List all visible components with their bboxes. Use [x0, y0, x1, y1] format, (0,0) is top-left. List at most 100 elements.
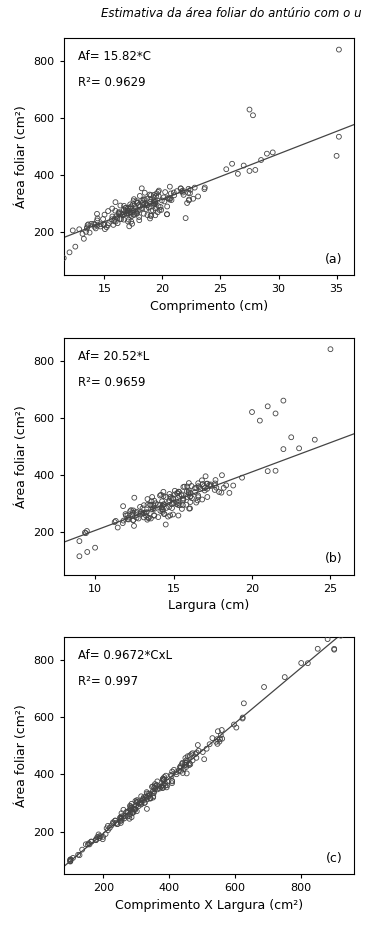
Point [94, 207, 100, 222]
Point [207, 478, 213, 493]
Point [130, 509, 136, 524]
Point [121, 202, 127, 217]
Point [119, 207, 125, 222]
Point [130, 197, 136, 211]
Point [223, 162, 229, 177]
Point [280, 441, 286, 456]
Point [126, 512, 132, 527]
Point [130, 503, 136, 518]
Point [137, 188, 143, 203]
Point [148, 791, 154, 806]
Point [109, 201, 115, 216]
Point [167, 493, 173, 508]
Point [118, 814, 124, 829]
Point [146, 786, 152, 801]
Point [148, 209, 154, 223]
Point [152, 208, 158, 222]
Point [93, 832, 99, 846]
Point [157, 497, 163, 512]
Point [175, 498, 181, 513]
Point [108, 818, 114, 832]
Point [134, 793, 140, 807]
Point [153, 496, 159, 511]
Point [161, 497, 167, 512]
Point [192, 485, 198, 500]
Point [338, 629, 344, 643]
Point [104, 220, 110, 235]
Point [325, 631, 331, 646]
Point [159, 504, 165, 519]
Point [81, 232, 87, 247]
Point [160, 772, 166, 787]
Point [288, 430, 294, 445]
Point [142, 185, 148, 200]
Point [134, 196, 140, 210]
Point [121, 808, 127, 823]
Point [328, 342, 334, 357]
Point [180, 185, 186, 200]
Point [127, 201, 132, 216]
Point [164, 778, 170, 793]
Point [315, 641, 321, 656]
Point [233, 720, 239, 735]
Point [132, 199, 138, 214]
Point [169, 501, 175, 515]
Point [197, 481, 203, 496]
Point [174, 497, 180, 512]
Point [179, 184, 184, 198]
Point [125, 809, 131, 824]
Point [125, 805, 131, 819]
Point [112, 813, 118, 828]
Point [104, 821, 110, 836]
Point [180, 491, 186, 506]
Point [123, 204, 129, 219]
Point [128, 206, 134, 221]
Point [132, 202, 138, 217]
Point [126, 219, 132, 234]
Point [148, 502, 154, 517]
Point [109, 212, 115, 227]
Point [112, 813, 118, 828]
Point [132, 802, 138, 817]
Point [151, 196, 156, 210]
Point [100, 832, 106, 846]
Point [186, 192, 192, 207]
Point [84, 544, 90, 559]
Point [92, 217, 98, 232]
Point [125, 206, 131, 221]
Point [152, 194, 158, 209]
Point [159, 494, 165, 509]
Point [161, 506, 167, 521]
Point [117, 205, 123, 220]
Point [98, 829, 104, 844]
Point [194, 493, 200, 508]
Point [296, 441, 302, 456]
Point [148, 498, 154, 513]
Point [270, 145, 276, 159]
Point [115, 205, 121, 220]
Point [128, 214, 134, 229]
Point [131, 208, 137, 222]
Point [136, 210, 142, 224]
Point [147, 211, 153, 226]
Point [178, 181, 184, 196]
Point [202, 481, 208, 496]
Point [133, 194, 139, 209]
Point [150, 190, 156, 205]
Point [204, 489, 210, 504]
Point [158, 199, 163, 214]
Point [115, 520, 121, 535]
Point [187, 183, 193, 197]
Point [113, 209, 119, 223]
Point [213, 473, 218, 488]
Point [161, 485, 166, 500]
Point [155, 184, 161, 199]
Point [135, 511, 141, 526]
Point [145, 208, 151, 222]
Point [113, 514, 119, 528]
Point [182, 479, 187, 494]
Point [180, 184, 186, 198]
Point [186, 485, 192, 500]
Point [187, 489, 193, 503]
Point [216, 485, 222, 500]
